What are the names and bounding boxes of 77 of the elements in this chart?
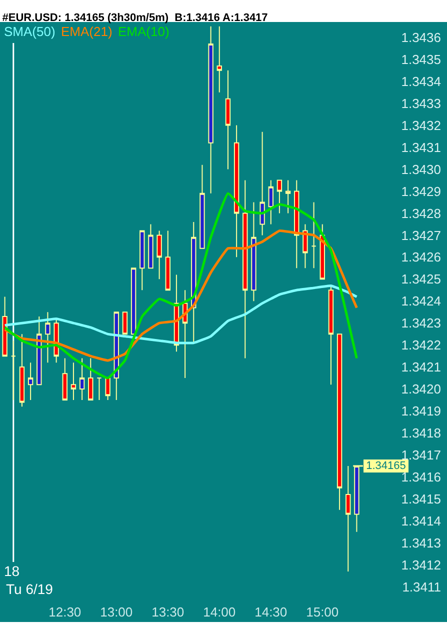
chart-title: #EUR.USD: 1.34165 (3h30m/5m) B:1.3416 A:1.3417 <box>2 12 268 24</box>
candlestick <box>260 131 265 236</box>
y-tick-label: 1.3425 <box>401 272 441 287</box>
candlestick <box>62 358 68 401</box>
y-tick-label: 1.3421 <box>401 360 441 375</box>
candlestick <box>122 312 128 335</box>
candlestick <box>268 180 274 225</box>
annotation: Tu 6/19 <box>6 581 54 597</box>
candlestick <box>346 465 351 572</box>
candlestick <box>328 285 334 386</box>
x-tick-label: 15:00 <box>306 604 339 620</box>
y-tick-label: 1.3412 <box>401 557 441 572</box>
y-tick-label: 1.3426 <box>401 250 441 265</box>
y-tick-label: 1.3428 <box>401 206 441 221</box>
candlestick <box>225 70 231 170</box>
candlestick <box>96 378 102 401</box>
line-series <box>4 284 358 344</box>
y-tick-label: 1.3422 <box>401 338 441 353</box>
line-series <box>4 230 358 362</box>
y-tick-label: 1.3411 <box>402 579 441 594</box>
candlestick <box>130 268 136 335</box>
candlestick <box>165 230 170 291</box>
candlestick <box>10 340 16 401</box>
y-tick-label: 1.3420 <box>401 382 441 397</box>
text: SMA(50) <box>4 24 56 39</box>
candlestick <box>336 334 342 510</box>
line-series <box>4 192 358 380</box>
text: EMA(10) <box>118 24 170 39</box>
candlestick <box>28 362 34 401</box>
candlestick <box>311 202 316 269</box>
y-tick-label: 1.3424 <box>401 294 441 309</box>
x-tick-label: 14:00 <box>203 604 236 620</box>
annotation: 18 <box>4 563 20 579</box>
candlestick <box>251 202 256 302</box>
y-tick-label: 1.3429 <box>401 184 441 199</box>
candlestick <box>182 290 188 379</box>
candlestick <box>2 296 8 357</box>
y-tick-label: 1.3416 <box>401 470 441 484</box>
candlestick <box>140 230 145 291</box>
candlestick <box>70 362 76 401</box>
candlestick <box>19 334 25 408</box>
candlestick <box>156 230 162 280</box>
candlestick <box>354 465 360 532</box>
candlestick <box>208 26 214 194</box>
x-tick-label: 13:30 <box>152 604 184 620</box>
candlestick <box>148 224 154 269</box>
candlestick <box>276 180 282 214</box>
y-tick-label: 1.3431 <box>401 140 441 155</box>
x-tick-label: 12:30 <box>48 604 82 620</box>
candlestick <box>242 180 248 359</box>
candlestick <box>216 26 222 93</box>
ref-line-label: 1.34165 <box>366 460 406 472</box>
y-tick-label: 1.3430 <box>401 162 441 177</box>
y-tick-label: 1.3436 <box>401 30 441 45</box>
candlestick <box>79 358 85 401</box>
y-tick-label: 1.3435 <box>401 52 441 67</box>
y-tick-label: 1.3413 <box>401 535 441 550</box>
y-tick-label: 1.3414 <box>401 513 441 528</box>
y-tick-label: 1.3418 <box>401 426 441 441</box>
candlestick <box>88 358 94 401</box>
y-tick-label: 1.3434 <box>401 74 441 89</box>
candlestick <box>294 180 300 269</box>
y-tick-label: 1.3423 <box>401 316 441 331</box>
candlestick <box>234 124 240 258</box>
x-tick-label: 14:30 <box>254 604 288 620</box>
text: EMA(21) <box>61 24 112 39</box>
y-tick-label: 1.3432 <box>401 118 441 133</box>
candlestick <box>200 164 205 249</box>
candlestick <box>45 312 50 364</box>
candlestick <box>285 180 291 214</box>
x-tick-label: 13:00 <box>100 604 133 620</box>
y-tick-label: 1.3433 <box>401 96 441 111</box>
candlestick <box>302 224 308 269</box>
y-tick-label: 1.3419 <box>401 404 441 419</box>
candlestick <box>105 378 110 401</box>
y-tick-label: 1.3415 <box>401 491 441 506</box>
y-tick-label: 1.3427 <box>401 228 441 243</box>
